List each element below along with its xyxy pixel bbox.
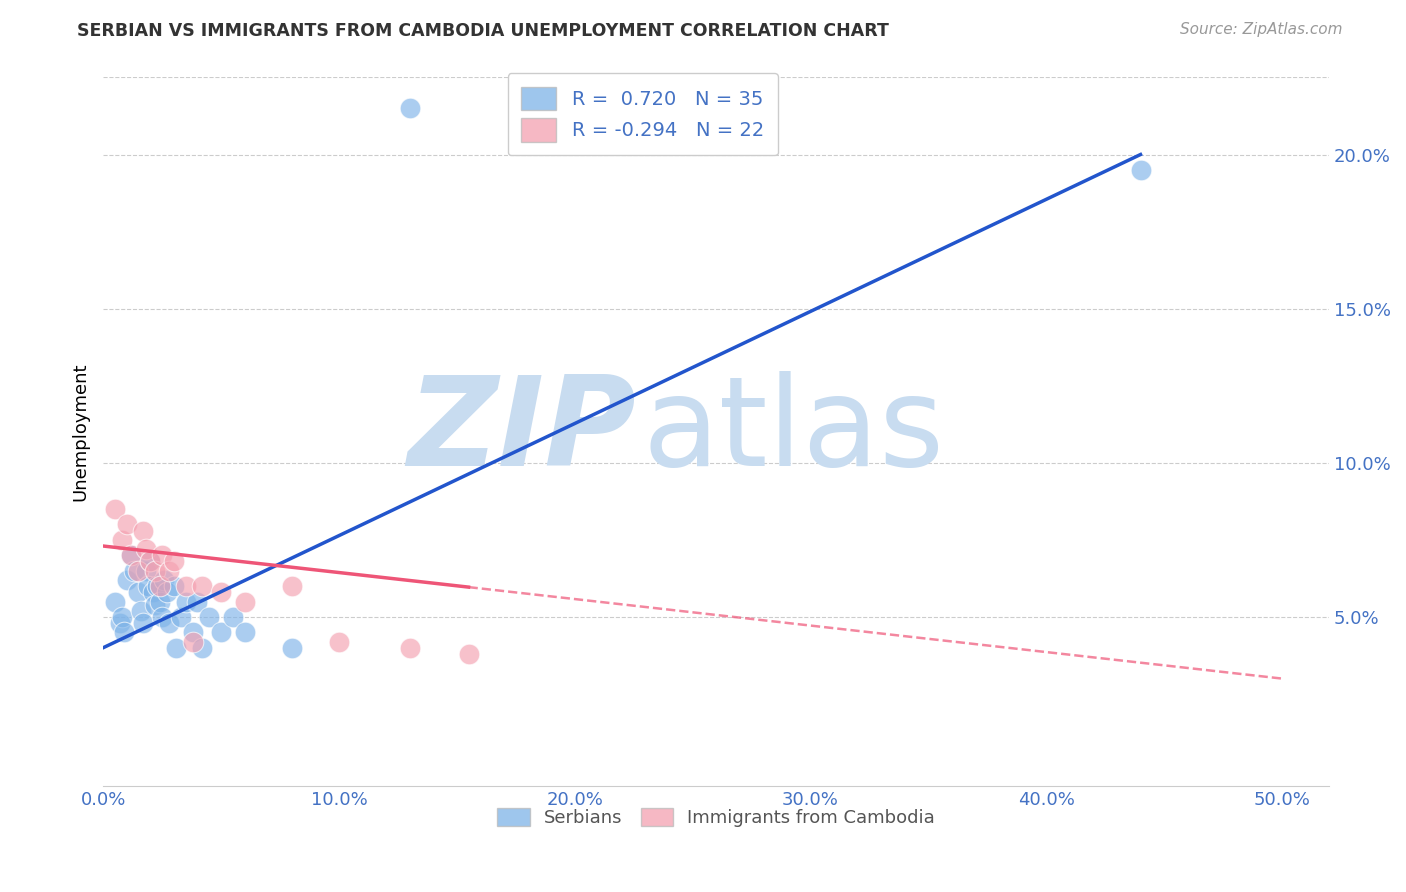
Point — [129, 604, 152, 618]
Point — [153, 573, 176, 587]
Point — [112, 625, 135, 640]
Point — [139, 554, 162, 568]
Point — [181, 634, 204, 648]
Point — [132, 524, 155, 538]
Point — [174, 579, 197, 593]
Point — [165, 640, 187, 655]
Point — [1129, 162, 1152, 177]
Point — [198, 610, 221, 624]
Point — [163, 579, 186, 593]
Point — [398, 640, 420, 655]
Point — [233, 625, 256, 640]
Point — [120, 549, 142, 563]
Point — [115, 573, 138, 587]
Point — [174, 594, 197, 608]
Text: Source: ZipAtlas.com: Source: ZipAtlas.com — [1180, 22, 1343, 37]
Point — [281, 640, 304, 655]
Point — [128, 564, 150, 578]
Point — [142, 585, 165, 599]
Point — [233, 594, 256, 608]
Point — [150, 610, 173, 624]
Point — [139, 554, 162, 568]
Point — [209, 585, 232, 599]
Point — [128, 585, 150, 599]
Point — [104, 502, 127, 516]
Point — [111, 533, 134, 547]
Point — [457, 647, 479, 661]
Y-axis label: Unemployment: Unemployment — [72, 363, 89, 501]
Point — [111, 610, 134, 624]
Point — [157, 616, 180, 631]
Point — [143, 598, 166, 612]
Point — [157, 564, 180, 578]
Point — [170, 610, 193, 624]
Point — [281, 579, 304, 593]
Point — [115, 517, 138, 532]
Point — [132, 616, 155, 631]
Text: atlas: atlas — [643, 371, 945, 492]
Point — [163, 554, 186, 568]
Point — [146, 579, 169, 593]
Point — [108, 616, 131, 631]
Point — [122, 564, 145, 578]
Text: ZIP: ZIP — [408, 371, 637, 492]
Point — [191, 579, 214, 593]
Point — [120, 549, 142, 563]
Point — [398, 101, 420, 115]
Point — [222, 610, 245, 624]
Point — [156, 585, 179, 599]
Point — [181, 625, 204, 640]
Point — [149, 594, 172, 608]
Point — [328, 634, 350, 648]
Point — [135, 542, 157, 557]
Text: SERBIAN VS IMMIGRANTS FROM CAMBODIA UNEMPLOYMENT CORRELATION CHART: SERBIAN VS IMMIGRANTS FROM CAMBODIA UNEM… — [77, 22, 889, 40]
Point — [209, 625, 232, 640]
Point — [136, 579, 159, 593]
Point — [149, 579, 172, 593]
Point — [191, 640, 214, 655]
Point — [150, 549, 173, 563]
Point — [186, 594, 208, 608]
Point — [143, 564, 166, 578]
Legend: Serbians, Immigrants from Cambodia: Serbians, Immigrants from Cambodia — [489, 800, 942, 834]
Point — [135, 564, 157, 578]
Point — [104, 594, 127, 608]
